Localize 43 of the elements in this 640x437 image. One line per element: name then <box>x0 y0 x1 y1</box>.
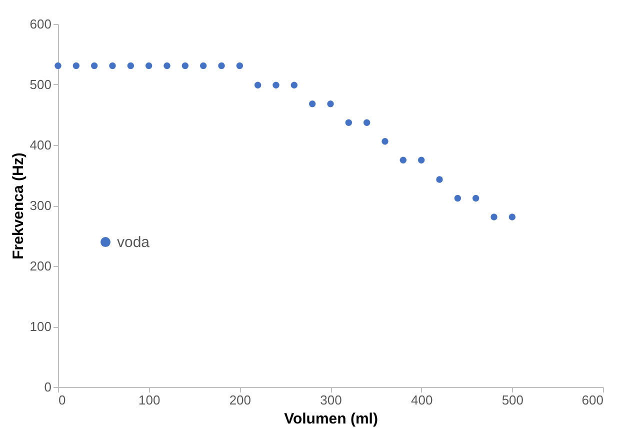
y-tick-label: 500 <box>30 77 52 92</box>
point <box>145 62 152 70</box>
point <box>127 62 134 70</box>
point <box>454 194 462 202</box>
legend-label: voda <box>117 234 150 252</box>
x-tick-label: 600 <box>582 392 604 408</box>
point <box>436 176 443 183</box>
point <box>490 214 498 220</box>
x-tick-label: 400 <box>410 392 433 408</box>
point <box>72 62 80 70</box>
point <box>345 119 352 126</box>
point <box>472 194 480 202</box>
point <box>200 62 207 70</box>
point <box>272 82 280 88</box>
x-axis-title: Volumen (ml) <box>284 410 378 428</box>
point <box>254 82 262 88</box>
y-tick-label: 100 <box>30 319 52 334</box>
point <box>90 62 98 70</box>
point <box>218 62 225 70</box>
point <box>308 100 316 108</box>
point <box>54 62 62 70</box>
x-tick-label: 500 <box>502 392 524 408</box>
point <box>400 156 407 164</box>
y-tick-label: 200 <box>30 258 52 274</box>
x-tick-label: 200 <box>229 392 252 408</box>
point <box>327 100 334 108</box>
y-tick-label: 0 <box>44 380 52 394</box>
point <box>382 138 388 145</box>
x-tick-label: 300 <box>320 392 342 408</box>
point <box>109 62 116 70</box>
point <box>418 156 425 164</box>
point <box>290 82 298 88</box>
y-tick-label: 300 <box>30 198 52 213</box>
point <box>182 62 189 70</box>
point <box>508 214 516 220</box>
x-tick-label: 100 <box>138 392 160 408</box>
y-axis-title: Frekvenca (Hz) <box>10 152 27 260</box>
y-tick-label: 600 <box>30 16 52 32</box>
point <box>363 119 370 126</box>
point <box>164 62 170 70</box>
x-tick-label: 0 <box>58 392 66 408</box>
point <box>236 62 244 70</box>
y-tick-label: 400 <box>30 138 52 152</box>
